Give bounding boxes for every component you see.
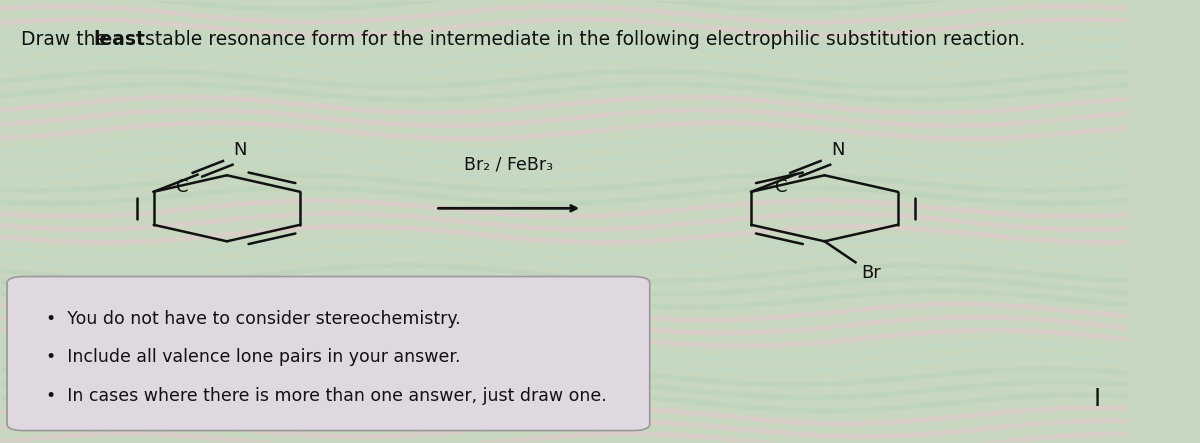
Text: Br₂ / FeBr₃: Br₂ / FeBr₃ <box>464 155 553 173</box>
FancyBboxPatch shape <box>7 276 649 431</box>
Text: •  Include all valence lone pairs in your answer.: • Include all valence lone pairs in your… <box>47 348 461 366</box>
Text: Br: Br <box>862 264 881 283</box>
Text: stable resonance form for the intermediate in the following electrophilic substi: stable resonance form for the intermedia… <box>139 30 1025 49</box>
Text: I: I <box>1093 387 1100 411</box>
Text: •  You do not have to consider stereochemistry.: • You do not have to consider stereochem… <box>47 310 461 327</box>
Text: C: C <box>775 178 787 196</box>
Text: Draw the: Draw the <box>20 30 113 49</box>
Text: N: N <box>234 141 247 159</box>
Text: N: N <box>832 141 845 159</box>
Text: •  In cases where there is more than one answer, just draw one.: • In cases where there is more than one … <box>47 387 607 405</box>
Text: least: least <box>94 30 145 49</box>
Text: C: C <box>176 178 188 196</box>
